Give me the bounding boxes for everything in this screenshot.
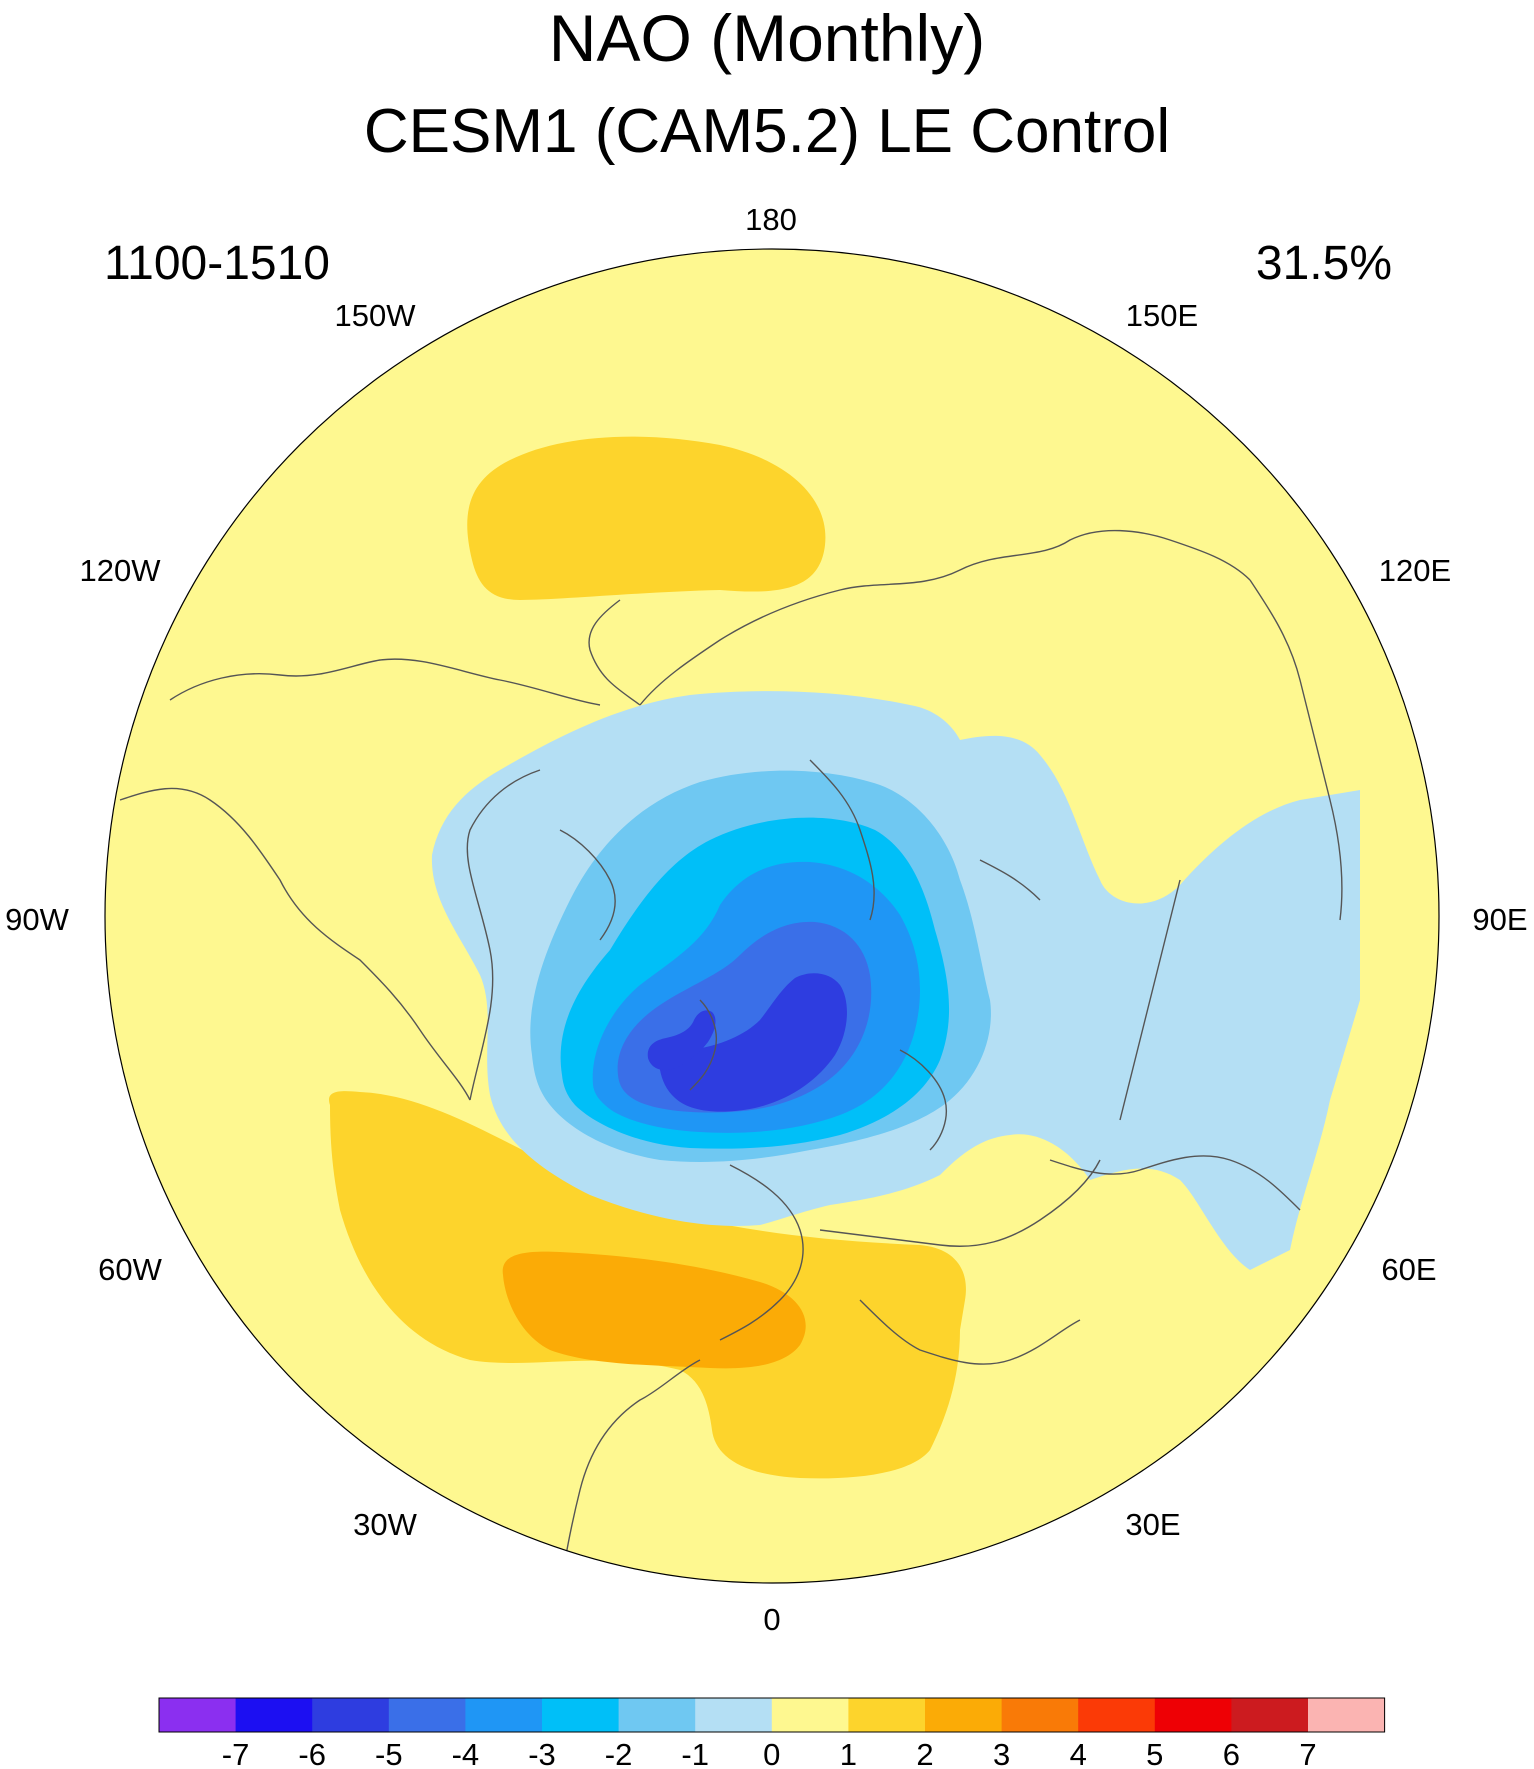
colorbar-tick-label: 6: [1223, 1737, 1240, 1769]
negative-region-arctic-6a: [659, 973, 847, 1112]
colorbar-swatch: [235, 1698, 313, 1732]
colorbar-tick-label: -4: [452, 1737, 480, 1769]
colorbar-swatch: [1308, 1698, 1386, 1732]
colorbar-swatch: [771, 1698, 849, 1732]
positive-region-north-pacific: [467, 436, 826, 600]
map-subtitle: CESM1 (CAM5.2) LE Control: [363, 97, 1171, 166]
colorbar-swatch: [1154, 1698, 1232, 1732]
colorbar-tick-label: 1: [840, 1737, 857, 1769]
positive-region-atlantic-2: [502, 1251, 806, 1369]
colorbar-tick-label: -1: [681, 1737, 709, 1769]
colorbar-tick-label: -7: [222, 1737, 250, 1769]
colorbar-tick-label: 7: [1299, 1737, 1316, 1769]
colorbar-swatch: [618, 1698, 696, 1732]
colorbar-swatch: [1001, 1698, 1079, 1732]
map-disk: [105, 249, 1439, 1583]
map-title: NAO (Monthly): [548, 1, 986, 75]
lon-label-150e: 150E: [1126, 298, 1198, 333]
colorbar-tick-label: 2: [916, 1737, 933, 1769]
lon-label-0: 0: [763, 1602, 780, 1637]
period-label: 1100-1510: [104, 237, 330, 290]
colorbar-swatch: [695, 1698, 773, 1732]
lon-label-60w: 60W: [98, 1252, 162, 1287]
colorbar-swatch: [925, 1698, 1003, 1732]
colorbar-tick-label: 3: [993, 1737, 1010, 1769]
lon-label-120e: 120E: [1379, 553, 1451, 588]
colorbar-tick-label: 0: [763, 1737, 780, 1769]
colorbar-swatch: [542, 1698, 620, 1732]
colorbar-swatch: [1231, 1698, 1309, 1732]
lon-label-120w: 120W: [80, 553, 162, 588]
variance-explained-label: 31.5%: [1255, 237, 1392, 290]
lon-label-180: 180: [745, 202, 797, 237]
lon-label-150w: 150W: [335, 298, 417, 333]
lon-label-60e: 60E: [1381, 1252, 1436, 1287]
colorbar-outline: [158, 1697, 1386, 1733]
colorbar-swatch: [1078, 1698, 1156, 1732]
colorbar-swatch: [848, 1698, 926, 1732]
lon-label-30e: 30E: [1125, 1507, 1180, 1542]
negative-region-arctic-6b: [647, 1010, 716, 1071]
colorbar-tick-label: -3: [528, 1737, 556, 1769]
map-boundary: [104, 248, 1440, 1584]
colorbar-swatch: [159, 1698, 237, 1732]
lon-label-90e: 90E: [1472, 902, 1527, 937]
colorbar-swatch: [388, 1698, 466, 1732]
colorbar-tick-label: 4: [1070, 1737, 1087, 1769]
colorbar-swatch: [465, 1698, 543, 1732]
colorbar-swatch: [312, 1698, 390, 1732]
lon-label-30w: 30W: [353, 1507, 417, 1542]
colorbar-tick-label: 5: [1146, 1737, 1163, 1769]
colorbar-tick-label: -6: [298, 1737, 326, 1769]
colorbar: -7 -6 -5 -4 -3 -2 -1 0 1 2 3 4 5 6 7: [158, 1697, 1386, 1769]
colorbar-tick-label: -2: [605, 1737, 633, 1769]
colorbar-tick-label: -5: [375, 1737, 403, 1769]
lon-label-90w: 90W: [5, 902, 69, 937]
coastlines: [119, 529, 1343, 1583]
